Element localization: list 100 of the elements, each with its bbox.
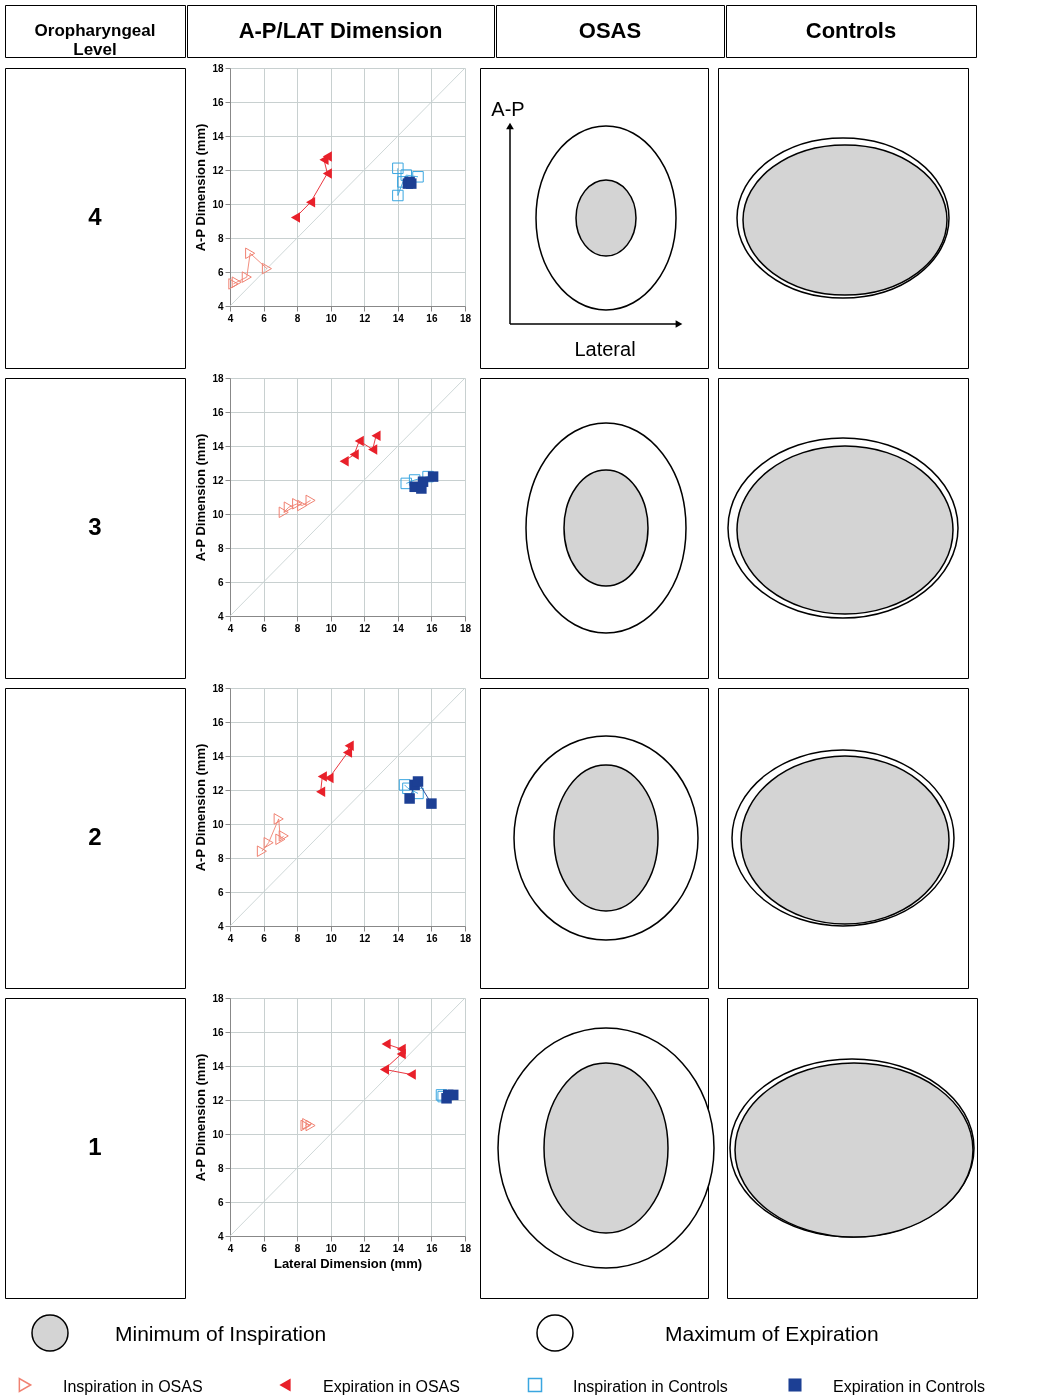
point (261, 262, 272, 275)
y-tick-label: 4 (217, 610, 224, 622)
y-tick-label: 6 (217, 1196, 224, 1208)
point (322, 168, 332, 179)
y-tick-label: 8 (217, 542, 224, 554)
y-tick-label: 8 (217, 232, 224, 244)
y-tick-label: 18 (212, 372, 224, 384)
x-tick-label: 4 (227, 1242, 234, 1254)
point (297, 499, 308, 512)
x-tick-label: 16 (426, 932, 438, 944)
y-tick-label: 16 (212, 406, 224, 418)
text: 3 (88, 513, 102, 540)
point (292, 498, 303, 510)
x-tick-label: 8 (294, 622, 301, 634)
y-tick-label: 14 (212, 440, 224, 452)
y-tick-label: 6 (217, 886, 224, 898)
y-tick-label: 6 (217, 576, 224, 588)
y-tick-label: 6 (217, 266, 224, 278)
y-axis-title: A-P Dimension (mm) (193, 123, 209, 252)
point (263, 836, 274, 849)
y-tick-label: 18 (212, 992, 224, 1004)
y-axis-title: A-P Dimension (mm) (193, 1053, 209, 1182)
y-tick-label: 18 (212, 682, 224, 694)
point (448, 1089, 459, 1101)
point (398, 779, 411, 791)
point (426, 798, 437, 809)
point (342, 747, 353, 758)
text: A-P (491, 98, 525, 120)
y-tick-label: 14 (212, 130, 224, 142)
y-tick-label: 12 (212, 164, 224, 176)
y-tick-label: 14 (212, 750, 224, 762)
text: 1 (88, 1133, 102, 1160)
y-tick-label: 12 (212, 474, 224, 486)
point (290, 212, 301, 223)
x-tick-label: 4 (227, 312, 234, 324)
point (427, 471, 439, 482)
x-tick-label: 12 (359, 622, 371, 634)
point (317, 771, 327, 782)
x-tick-label: 4 (227, 932, 234, 944)
x-tick-label: 6 (261, 622, 268, 634)
y-tick-label: 12 (212, 1094, 224, 1106)
x-tick-label: 8 (294, 312, 301, 324)
x-tick-label: 10 (325, 932, 338, 944)
point (412, 787, 424, 800)
text: Oropharyngeal Level (34, 21, 156, 59)
legend-label: Expiration in OSAS (323, 1378, 460, 1395)
point (396, 1048, 406, 1060)
x-tick-label: 18 (459, 622, 472, 634)
point (349, 449, 359, 460)
y-tick-label: 18 (212, 62, 224, 74)
point (404, 793, 415, 804)
point (241, 271, 252, 283)
x-tick-label: 12 (359, 312, 371, 324)
legend-label: Expiration in Controls (833, 1378, 986, 1395)
x-tick-label: 8 (294, 932, 301, 944)
x-tick-label: 10 (325, 622, 338, 634)
point (275, 833, 286, 846)
point (402, 782, 414, 795)
x-tick-label: 16 (426, 622, 438, 634)
text: Controls (805, 18, 897, 43)
x-tick-label: 18 (459, 312, 472, 324)
point (412, 171, 424, 183)
y-tick-label: 10 (212, 1128, 224, 1140)
y-tick-label: 16 (212, 1026, 224, 1038)
point (306, 197, 316, 208)
x-tick-label: 8 (294, 1242, 301, 1254)
text: 2 (88, 823, 102, 850)
point (406, 1069, 416, 1080)
point (400, 169, 412, 181)
y-axis-title: A-P Dimension (mm) (193, 743, 209, 872)
x-tick-label: 6 (261, 932, 268, 944)
x-tick-label: 10 (325, 312, 338, 324)
point (417, 476, 429, 487)
legend-label: Inspiration in OSAS (63, 1378, 203, 1395)
y-tick-label: 12 (212, 784, 224, 796)
y-axis-title: A-P Dimension (mm) (193, 433, 209, 562)
text: Maximum of Expiration (665, 1322, 879, 1345)
y-tick-label: 8 (217, 1162, 224, 1174)
point (273, 813, 284, 825)
point (392, 189, 404, 202)
x-tick-label: 18 (459, 932, 472, 944)
point (278, 506, 289, 519)
x-tick-label: 14 (392, 932, 405, 944)
point (256, 845, 267, 857)
point (305, 494, 316, 507)
text: OSAS (578, 18, 642, 43)
point (322, 151, 332, 162)
point (392, 162, 404, 175)
y-tick-label: 10 (212, 818, 224, 830)
y-tick-label: 10 (212, 198, 224, 210)
point (400, 477, 412, 490)
y-tick-label: 4 (217, 300, 224, 312)
legend-label: Inspiration in Controls (573, 1378, 728, 1395)
point (316, 786, 326, 797)
y-tick-label: 16 (212, 96, 224, 108)
x-tick-label: 6 (261, 312, 268, 324)
text: 4 (88, 203, 103, 230)
x-tick-label: 10 (325, 1242, 338, 1254)
point (412, 776, 424, 787)
y-tick-label: 4 (217, 920, 224, 932)
